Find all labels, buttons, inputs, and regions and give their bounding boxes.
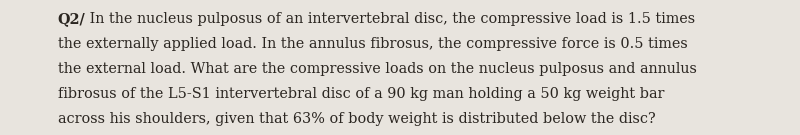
Text: the externally applied load. In the annulus fibrosus, the compressive force is 0: the externally applied load. In the annu… bbox=[58, 37, 687, 51]
Text: across his shoulders, given that 63% of body weight is distributed below the dis: across his shoulders, given that 63% of … bbox=[58, 112, 655, 126]
Text: Q2/: Q2/ bbox=[58, 12, 86, 26]
Text: In the nucleus pulposus of an intervertebral disc, the compressive load is 1.5 t: In the nucleus pulposus of an interverte… bbox=[86, 12, 695, 26]
Text: the external load. What are the compressive loads on the nucleus pulposus and an: the external load. What are the compress… bbox=[58, 62, 697, 76]
Text: fibrosus of the L5-S1 intervertebral disc of a 90 kg man holding a 50 kg weight : fibrosus of the L5-S1 intervertebral dis… bbox=[58, 87, 664, 101]
